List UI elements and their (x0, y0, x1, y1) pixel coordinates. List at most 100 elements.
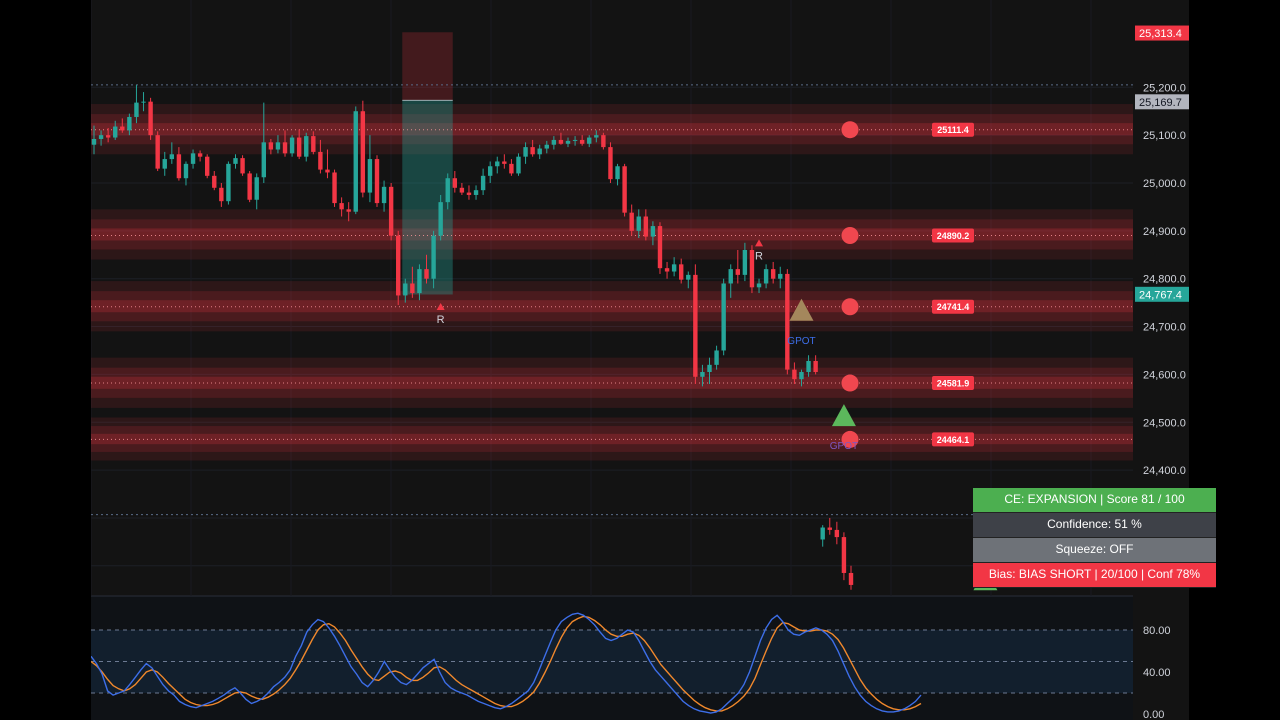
level-label: 24581.9 (937, 379, 970, 389)
candle (105, 127, 111, 143)
candle (452, 171, 458, 193)
candle-body (813, 361, 818, 373)
candle-body (671, 264, 677, 272)
candle-body (608, 147, 613, 180)
candle (558, 132, 564, 145)
candle (587, 135, 592, 148)
candle (311, 131, 316, 155)
candle-body (509, 163, 514, 174)
candle-body (636, 216, 641, 231)
candle-body (544, 144, 549, 149)
candle (516, 153, 521, 176)
candle-body (396, 235, 401, 296)
candle (686, 271, 691, 289)
candle-body (643, 216, 649, 237)
candle-body (756, 283, 762, 288)
candle (827, 517, 832, 535)
candle (466, 185, 472, 200)
gpot-label: GPOT (830, 441, 858, 452)
chart-panel[interactable]: 25111.4 24890.2 24741.4 24581.9 24464.1 R R GP… (91, 0, 1216, 720)
stop-loss-zone (402, 32, 453, 101)
price-tick-label: 24,900.0 (1143, 226, 1186, 238)
candle-body (848, 572, 854, 585)
candle (204, 154, 210, 179)
level-markers: 25111.4 24890.2 24741.4 24581.9 24464.1 (841, 121, 974, 448)
candle-body (664, 268, 670, 272)
candle-body (212, 175, 217, 188)
candle (127, 113, 132, 136)
candle (155, 131, 160, 172)
candle (721, 278, 726, 356)
candle (98, 130, 104, 146)
candle (148, 97, 153, 140)
candle-body (381, 186, 387, 204)
candle (509, 159, 514, 176)
price-axis-badge-label: 24,767.4 (1139, 289, 1182, 301)
candle (473, 185, 479, 200)
candle (219, 183, 224, 207)
candle (381, 180, 387, 212)
candle-body (296, 137, 302, 157)
candle-body (799, 372, 804, 380)
reversal-arrow (436, 303, 445, 311)
level-label: 24741.4 (937, 302, 970, 312)
candle (141, 92, 146, 112)
level-label: 24464.1 (937, 435, 970, 445)
candle (615, 163, 620, 186)
trade-position-box[interactable] (402, 32, 453, 295)
gpot-triangle (789, 298, 814, 321)
candle-body (226, 163, 231, 202)
candle-body (353, 111, 358, 212)
chart-canvas[interactable]: 25111.4 24890.2 24741.4 24581.9 24464.1 R R GP… (91, 0, 1189, 720)
candle-body (551, 139, 557, 145)
candle-body (820, 527, 825, 540)
candle (233, 154, 238, 169)
candle-body (410, 283, 415, 294)
candle (671, 257, 677, 277)
oscillator-tick-label: 40.00 (1143, 667, 1171, 679)
candle (360, 100, 366, 198)
candle-body (197, 153, 203, 157)
level-circle (841, 121, 859, 139)
candle (261, 102, 266, 183)
candle (332, 169, 337, 207)
candle (176, 147, 182, 181)
stochastic-oscillator (91, 612, 1133, 714)
candle-body (282, 142, 288, 154)
candle-body (403, 283, 408, 296)
candle-body (289, 137, 295, 154)
candle-body (91, 138, 97, 145)
candle (247, 171, 252, 203)
candle-body (183, 163, 189, 179)
candle (459, 183, 465, 195)
price-axis[interactable]: 24,200.024,300.024,400.024,500.024,600.0… (1133, 0, 1189, 720)
candle (763, 264, 769, 289)
price-pane-background (91, 0, 1133, 596)
candle-body (763, 269, 769, 284)
candle-body (155, 135, 160, 169)
candle (700, 364, 705, 387)
candle-body (721, 283, 726, 351)
candle-body (841, 537, 847, 573)
candle (134, 84, 139, 124)
reversal-label: R (755, 250, 763, 262)
candle (608, 142, 613, 183)
level-label-box (932, 228, 974, 243)
candle-body (523, 147, 528, 157)
candle (197, 150, 203, 162)
candle-body (579, 139, 585, 144)
candle-body (113, 126, 118, 138)
candle-body (141, 101, 146, 103)
zone-band-core (91, 123, 1133, 136)
candle (289, 135, 295, 157)
candle-body (778, 273, 783, 279)
grid-lines (91, 0, 1189, 720)
candle-body (502, 161, 507, 164)
stoch-k-line (91, 612, 922, 714)
price-tick-label: 24,500.0 (1143, 417, 1186, 429)
candle-body (700, 372, 705, 377)
candle-body (417, 269, 422, 294)
candle (240, 155, 245, 176)
candle-body (565, 140, 571, 144)
candle (162, 151, 167, 176)
